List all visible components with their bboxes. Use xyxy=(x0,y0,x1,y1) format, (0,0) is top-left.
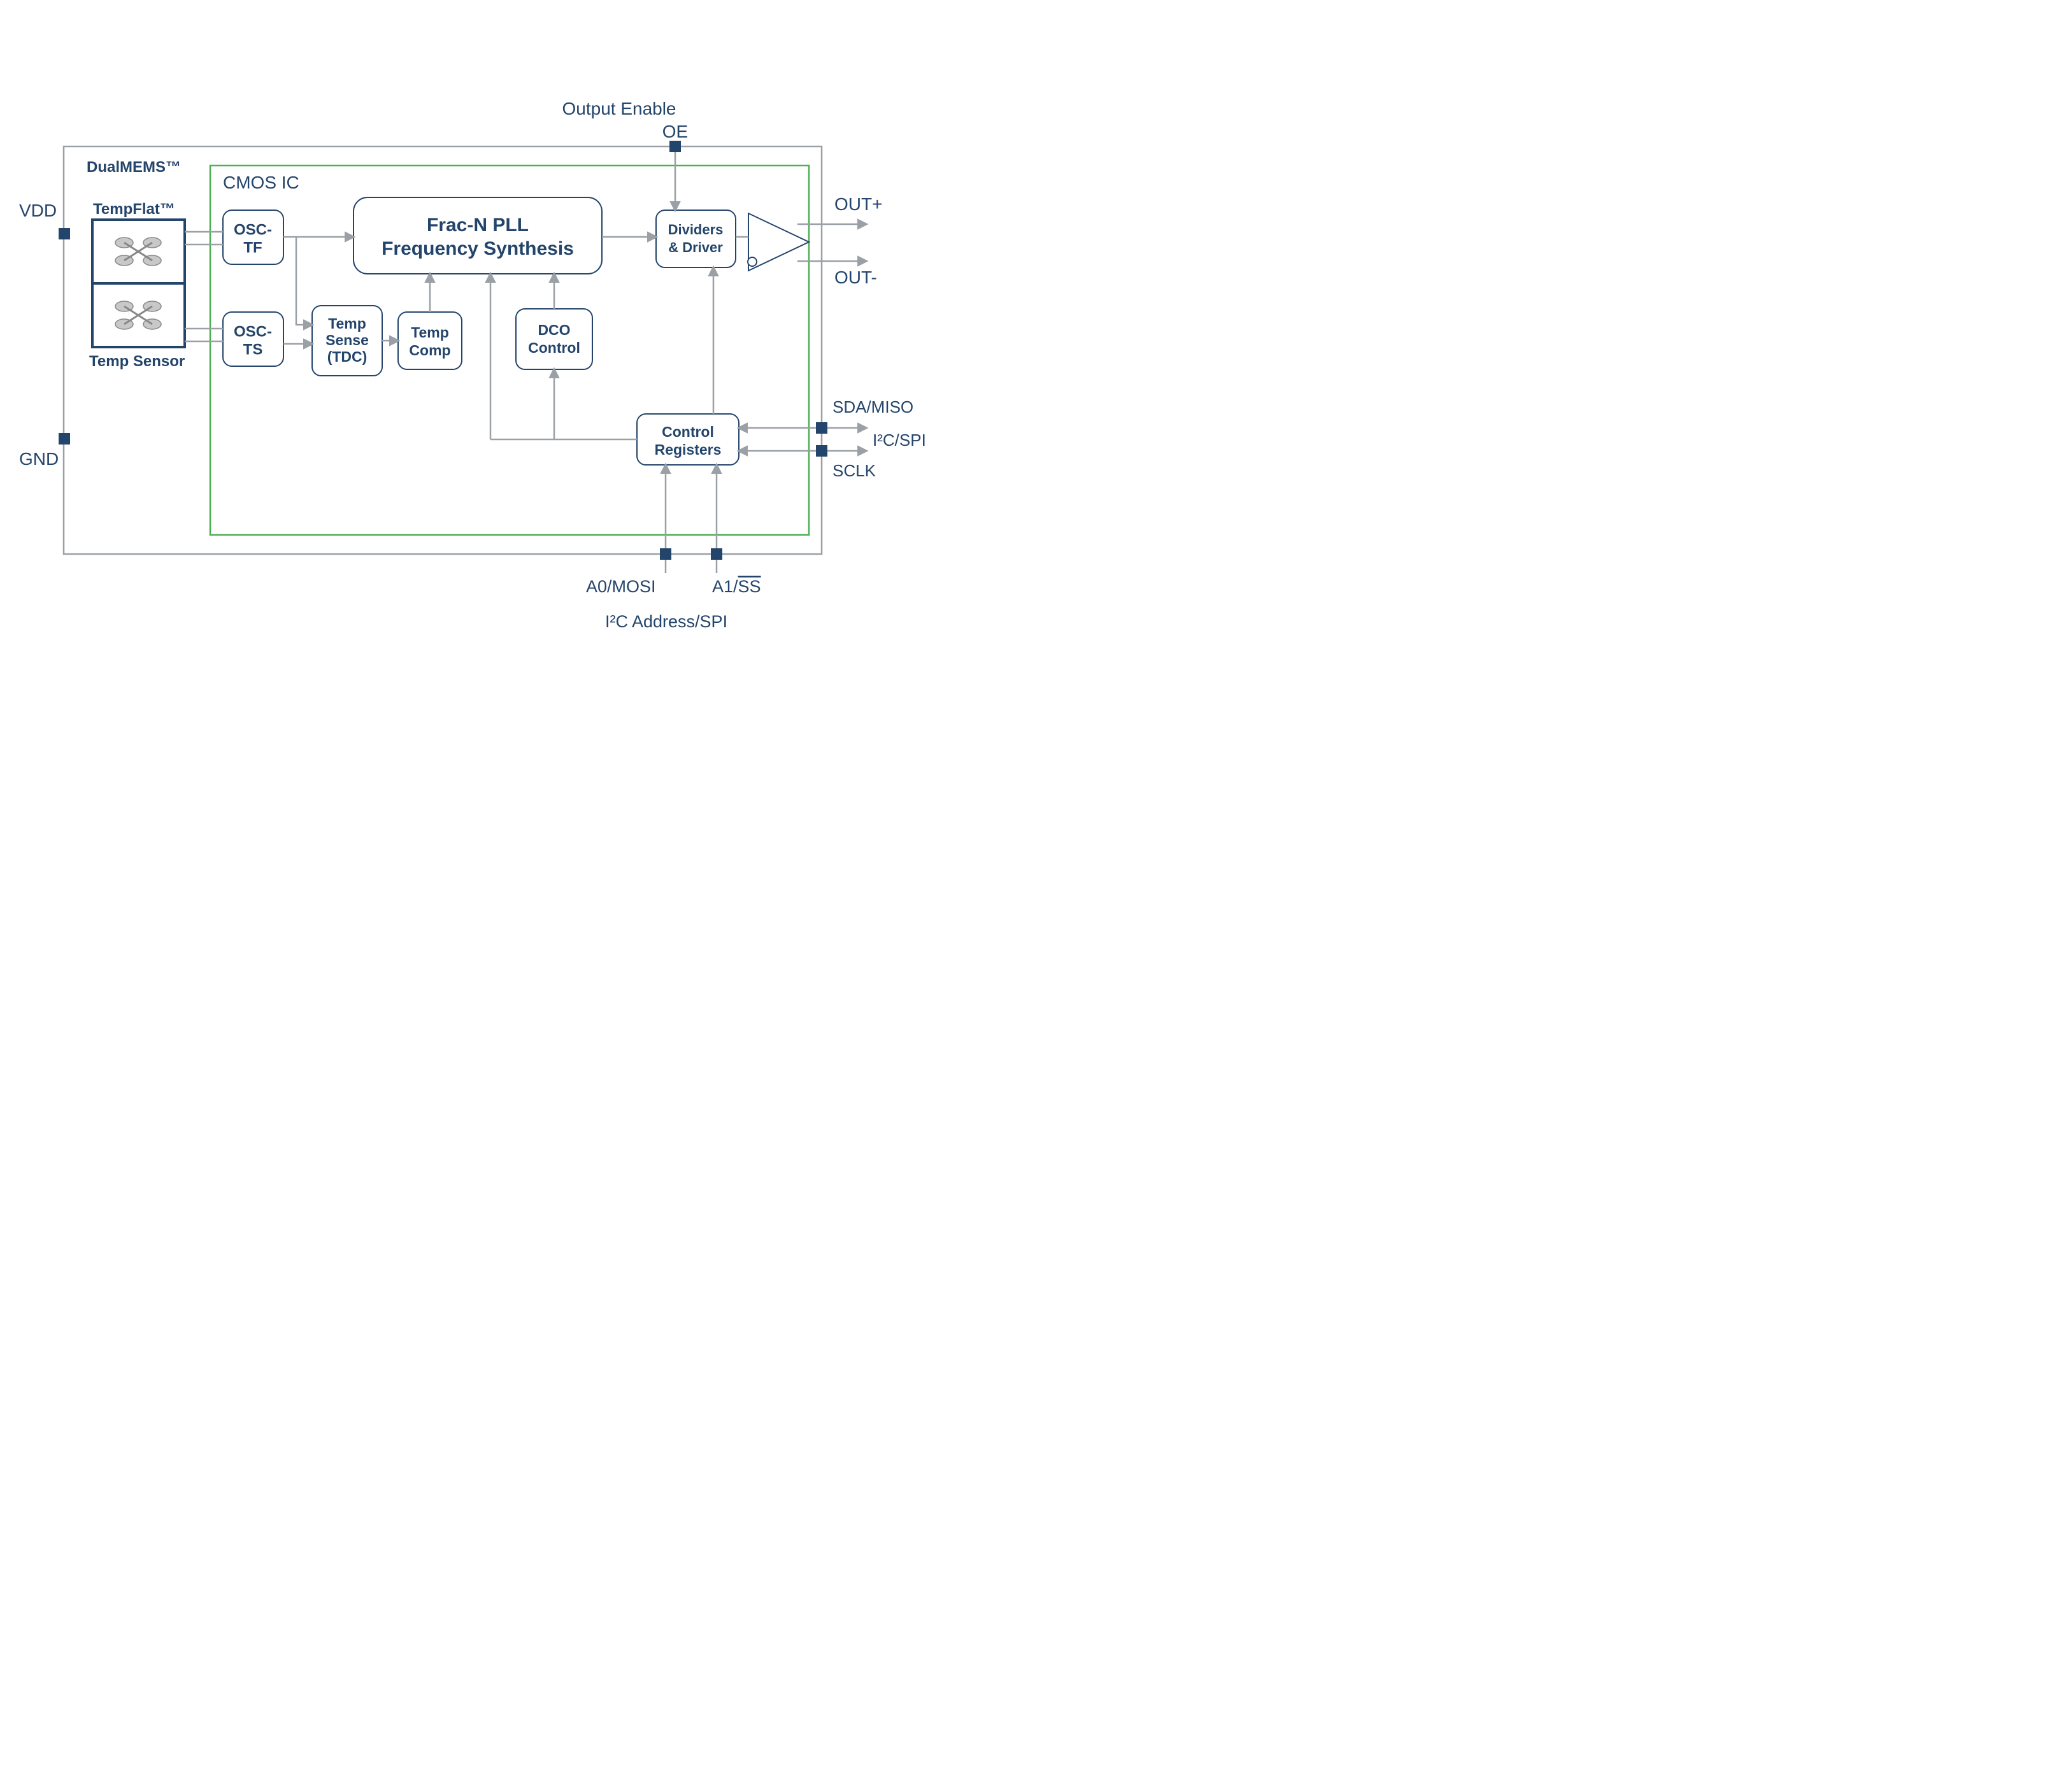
pll-t1: Frac-N PLL xyxy=(427,215,529,236)
a0-label: A0/MOSI xyxy=(586,577,656,596)
gnd-pin xyxy=(59,433,70,444)
outm-label: OUT- xyxy=(834,267,877,287)
dco-t2: Control xyxy=(528,339,580,356)
wire-cr-dco xyxy=(554,369,637,439)
tempsense-t1: Temp xyxy=(328,315,366,332)
i2cspi-label: I²C/SPI xyxy=(873,430,926,450)
ctrlreg-t1: Control xyxy=(662,423,714,440)
tempflat-label: TempFlat™ xyxy=(93,201,175,218)
tempsense-t3: (TDC) xyxy=(327,348,368,365)
sclk-pin xyxy=(816,445,827,457)
vdd-pin xyxy=(59,228,70,239)
osc-ts-text2: TS xyxy=(243,341,263,358)
a1-pin xyxy=(711,548,722,560)
i2caddr-label: I²C Address/SPI xyxy=(605,612,727,631)
oe-label: OE xyxy=(662,122,688,141)
ctrlreg-t2: Registers xyxy=(655,441,722,458)
dualmems-label: DualMEMS™ xyxy=(87,159,181,176)
sda-label: SDA/MISO xyxy=(832,397,913,416)
osc-ts-text1: OSC- xyxy=(234,323,272,340)
wire-osctf-tempsense xyxy=(296,237,312,325)
oe-top-label: Output Enable xyxy=(562,99,676,118)
block-diagram: DualMEMS™ CMOS IC TempFlat™ Temp Sensor … xyxy=(0,0,932,800)
oe-pin xyxy=(669,141,681,152)
tempcomp-t1: Temp xyxy=(411,324,449,341)
pll-block xyxy=(354,197,602,274)
divdrv-t2: & Driver xyxy=(668,239,723,255)
osc-tf-text1: OSC- xyxy=(234,221,272,238)
a1-label: A1/SS xyxy=(712,577,761,596)
vdd-label: VDD xyxy=(19,201,57,220)
outp-label: OUT+ xyxy=(834,194,882,214)
pll-t2: Frequency Synthesis xyxy=(382,238,574,259)
a0-pin xyxy=(660,548,671,560)
tempsense-t2: Sense xyxy=(325,332,369,348)
dco-t1: DCO xyxy=(538,322,570,338)
divdrv-t1: Dividers xyxy=(668,222,724,238)
sda-pin xyxy=(816,422,827,434)
cmos-label: CMOS IC xyxy=(223,173,299,192)
osc-tf-text2: TF xyxy=(243,239,262,256)
output-buffer-icon xyxy=(748,213,809,271)
tempsensor-label: Temp Sensor xyxy=(89,353,185,370)
inverting-bubble-icon xyxy=(748,257,757,266)
gnd-label: GND xyxy=(19,449,59,469)
sclk-label: SCLK xyxy=(832,461,876,480)
tempcomp-t2: Comp xyxy=(409,342,450,359)
